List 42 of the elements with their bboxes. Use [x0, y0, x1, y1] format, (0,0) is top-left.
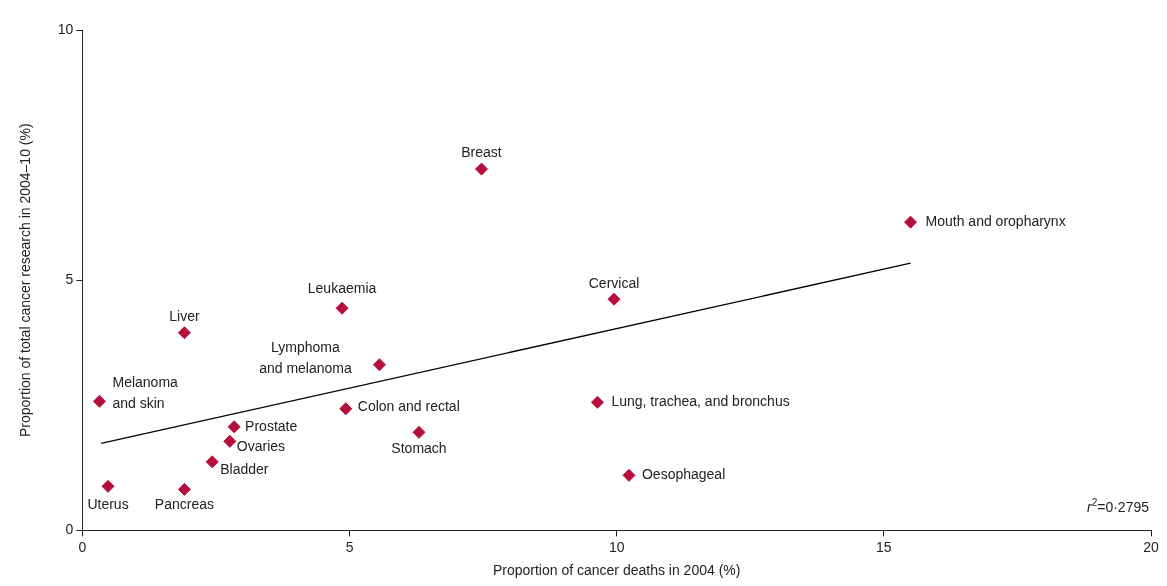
point — [622, 468, 636, 482]
point — [101, 479, 115, 493]
annotation: Stomach — [391, 440, 447, 457]
point — [205, 455, 219, 469]
point — [607, 292, 621, 306]
point — [227, 420, 241, 434]
x-tick-label: 10 — [608, 538, 625, 555]
point — [339, 402, 353, 416]
annotation: Melanoma and skin — [112, 373, 179, 411]
annotation: Oesophageal — [641, 466, 726, 483]
point — [904, 215, 918, 229]
x-tick-label: 20 — [1143, 538, 1159, 555]
y-axis-title: Proportion of total cancer research in 2004–10 (%) — [17, 123, 34, 438]
point — [372, 358, 386, 372]
annotation: Breast — [461, 143, 502, 160]
x-tick-label: 5 — [345, 538, 354, 555]
point — [177, 482, 191, 496]
annotation: Prostate — [245, 417, 298, 434]
x-tick-label: 0 — [78, 538, 87, 555]
annotation: Cervical — [588, 275, 640, 292]
point — [92, 394, 106, 408]
x-tick-label: 15 — [876, 538, 892, 555]
point — [412, 425, 426, 439]
point — [590, 395, 604, 409]
annotation: Bladder — [220, 460, 269, 477]
point — [335, 301, 349, 315]
point — [177, 326, 191, 340]
annotation: Leukaemia — [307, 280, 377, 297]
annotation: Colon and rectal — [357, 397, 460, 414]
annotation: Lung, trachea, and bronchus — [611, 393, 790, 410]
annotation: Lymphoma and melanoma — [259, 339, 352, 377]
annotation: Pancreas — [154, 496, 214, 513]
y-tick-label: 0 — [65, 521, 74, 538]
annotation: Uterus — [87, 496, 129, 513]
annotation: Ovaries — [236, 438, 286, 455]
point — [475, 162, 489, 176]
point — [223, 434, 237, 448]
annotation: Mouth and oropharynx — [925, 213, 1066, 230]
x-axis-title: Proportion of cancer deaths in 2004 (%) — [492, 562, 741, 579]
y-tick-label: 10 — [57, 20, 74, 37]
annotation: Liver — [169, 307, 200, 324]
y-tick-label: 5 — [65, 271, 74, 288]
